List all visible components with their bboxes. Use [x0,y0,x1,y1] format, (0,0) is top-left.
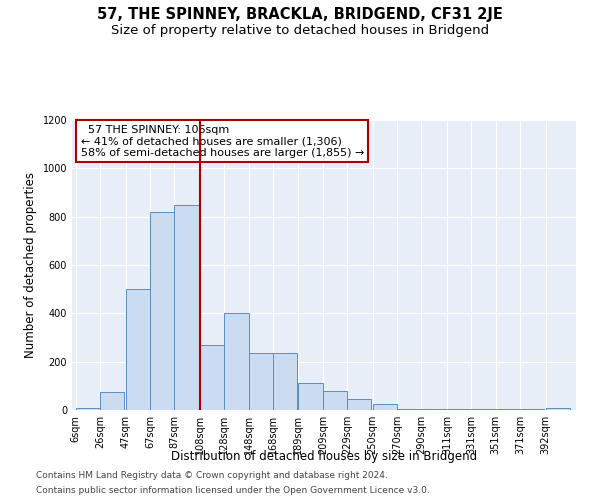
Bar [174,204,199,410]
Text: Size of property relative to detached houses in Bridgend: Size of property relative to detached ho… [111,24,489,37]
Bar [373,404,397,410]
Bar [520,409,544,410]
Text: Contains HM Land Registry data © Crown copyright and database right 2024.: Contains HM Land Registry data © Crown c… [36,471,388,480]
Y-axis label: Number of detached properties: Number of detached properties [24,172,37,358]
Bar [298,384,323,410]
Bar [200,345,224,410]
Text: 57, THE SPINNEY, BRACKLA, BRIDGEND, CF31 2JE: 57, THE SPINNEY, BRACKLA, BRIDGEND, CF31… [97,8,503,22]
Bar [421,409,446,410]
Bar [323,390,347,410]
Bar [150,212,174,410]
Bar [447,409,472,410]
Text: Contains public sector information licensed under the Open Government Licence v3: Contains public sector information licen… [36,486,430,495]
Text: Distribution of detached houses by size in Bridgend: Distribution of detached houses by size … [171,450,477,463]
Bar [125,289,150,410]
Bar [545,408,570,410]
Bar [347,399,371,410]
Bar [248,353,273,410]
Bar [496,409,520,410]
Bar [273,353,297,410]
Bar [100,392,124,410]
Bar [472,409,496,410]
Bar [76,408,100,410]
Bar [397,409,421,410]
Bar [224,314,248,410]
Text: 57 THE SPINNEY: 106sqm
← 41% of detached houses are smaller (1,306)
58% of semi-: 57 THE SPINNEY: 106sqm ← 41% of detached… [80,125,364,158]
